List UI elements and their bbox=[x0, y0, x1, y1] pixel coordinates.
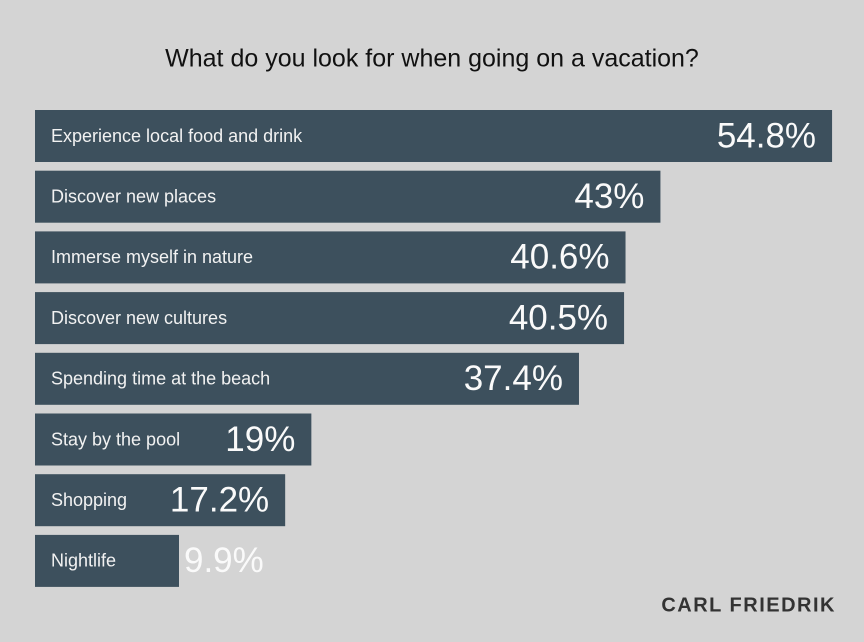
value-label: 40.5% bbox=[509, 298, 608, 337]
category-label: Spending time at the beach bbox=[51, 369, 270, 389]
category-label: Experience local food and drink bbox=[51, 126, 303, 146]
category-label: Stay by the pool bbox=[51, 429, 180, 449]
value-label: 40.6% bbox=[510, 238, 609, 277]
category-label: Discover new places bbox=[51, 186, 216, 206]
bar bbox=[35, 231, 626, 284]
value-label: 43% bbox=[574, 177, 644, 216]
value-label: 54.8% bbox=[717, 116, 816, 155]
bar bbox=[35, 352, 579, 405]
value-label: 19% bbox=[225, 420, 295, 459]
brand: CARL FRIEDRIK bbox=[661, 594, 836, 616]
bar bbox=[35, 474, 286, 527]
value-label: 37.4% bbox=[464, 359, 563, 398]
chart-title: What do you look for when going on a vac… bbox=[165, 45, 699, 73]
bar bbox=[35, 413, 312, 466]
value-label: 9.9% bbox=[184, 541, 264, 580]
bar bbox=[35, 170, 661, 223]
category-label: Shopping bbox=[51, 490, 127, 510]
bar bbox=[35, 534, 179, 587]
bar bbox=[35, 110, 833, 162]
category-label: Discover new cultures bbox=[51, 308, 227, 328]
value-label: 17.2% bbox=[170, 480, 269, 519]
category-label: Nightlife bbox=[51, 551, 116, 571]
category-label: Immerse myself in nature bbox=[51, 247, 253, 267]
bar bbox=[35, 292, 625, 345]
